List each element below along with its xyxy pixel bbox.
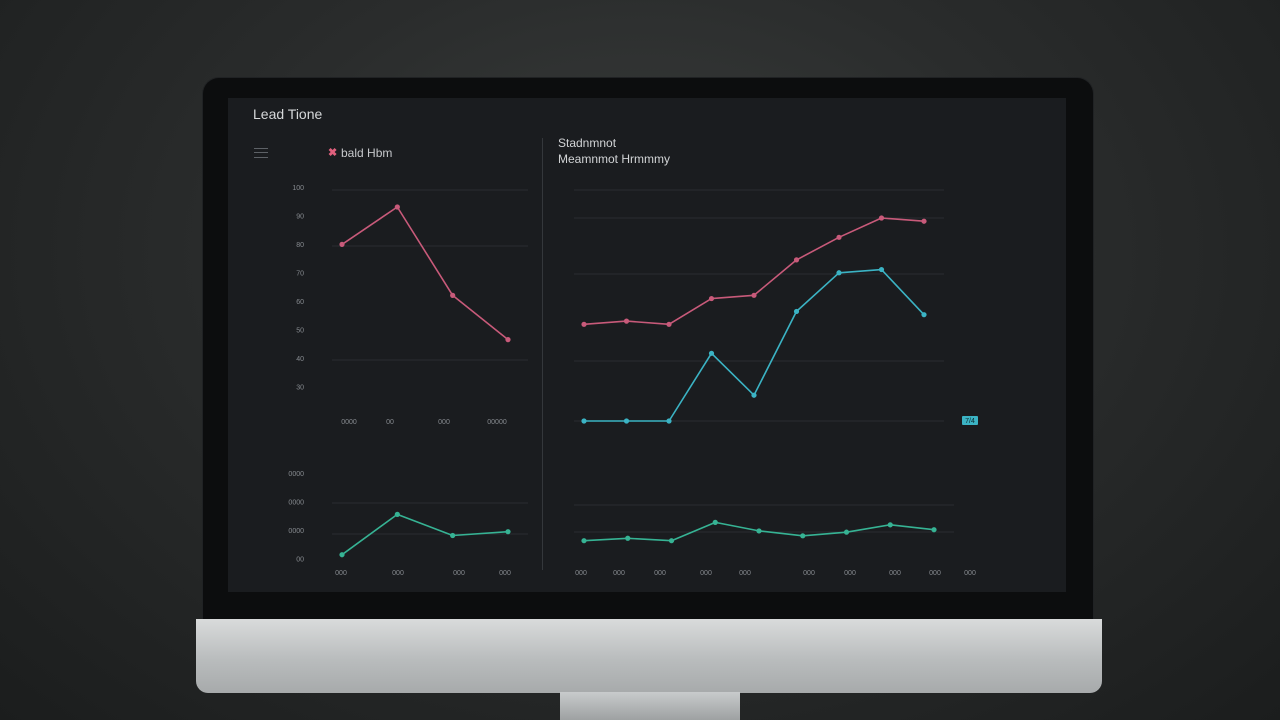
bottom-right-data-point (756, 528, 762, 534)
top-left-x-tick: 00 (386, 419, 394, 426)
top-right-data-point (623, 418, 630, 424)
top-right-series-line (584, 268, 925, 422)
top-right-data-point (708, 350, 715, 356)
top-right-data-point (751, 292, 757, 298)
bottom-right-x-tick: 000 (964, 570, 976, 577)
bottom-right-x-tick: 000 (844, 570, 856, 577)
top-right-data-point (878, 215, 885, 221)
top-left-y-tick: 40 (296, 356, 304, 363)
scale-badge-label: 7/4 (965, 418, 975, 425)
bottom-right-x-tick: 000 (739, 570, 751, 577)
right-panel-subtitle: Meamnmot Hrmmmy (558, 152, 671, 166)
bottom-right-x-tick: 000 (700, 570, 712, 577)
bottom-left-x-tick: 000 (392, 570, 404, 577)
top-right-data-point (921, 312, 927, 318)
bottom-left-x-tick: 000 (453, 570, 465, 577)
bottom-left-x-tick: 000 (499, 570, 511, 577)
right-panel-title: Stadnmnot (558, 136, 617, 150)
monitor-chin (196, 619, 1102, 693)
menu-icon[interactable] (254, 148, 268, 158)
top-left-x-tick: 000 (438, 419, 450, 426)
bottom-left-data-point (394, 511, 400, 517)
bottom-right-x-tick: 000 (889, 570, 901, 577)
top-left-data-point (505, 337, 511, 343)
top-right-data-point (878, 266, 885, 273)
bottom-right-data-point (625, 535, 631, 541)
top-right-data-point (581, 321, 587, 327)
top-right-data-point (581, 418, 587, 424)
bottom-right-x-tick: 000 (654, 570, 666, 577)
scale-badge (962, 416, 978, 425)
bottom-right-data-point (800, 533, 806, 539)
top-right-data-point (708, 295, 715, 302)
top-left-data-point (394, 204, 400, 210)
bottom-left-y-tick: 00 (296, 557, 304, 564)
bottom-left-series-line (341, 513, 509, 556)
bottom-right-x-tick: 000 (613, 570, 625, 577)
top-right-data-point (836, 270, 842, 276)
panel-divider (542, 138, 543, 570)
top-left-y-tick: 70 (296, 271, 304, 278)
top-left-series-line (341, 206, 509, 341)
bottom-right-x-tick: 000 (575, 570, 587, 577)
top-right-data-point (666, 418, 672, 424)
top-left-y-tick: 60 (296, 299, 304, 306)
top-left-data-point (339, 241, 345, 247)
bottom-right-x-tick: 000 (929, 570, 941, 577)
bottom-right-data-point (931, 527, 937, 533)
top-right-data-point (921, 218, 927, 224)
top-left-y-tick: 100 (292, 185, 304, 192)
bottom-left-y-tick: 0000 (288, 471, 304, 478)
legend-label: bald Hbm (341, 146, 393, 160)
top-right-data-point (793, 308, 800, 315)
dashboard-screen: Lead Tione ✖ bald Hbm Stadnmnot Meamnmot… (228, 98, 1066, 592)
bottom-right-x-tick: 000 (803, 570, 815, 577)
bottom-right-data-point (887, 522, 893, 528)
top-left-y-tick: 80 (296, 242, 304, 249)
monitor-stand (560, 692, 740, 720)
top-right-series-line (583, 217, 925, 326)
top-left-data-point (450, 292, 456, 298)
bottom-right-data-point (581, 538, 587, 544)
top-left-x-tick: 0000 (341, 419, 357, 426)
bottom-left-data-point (450, 532, 456, 539)
top-left-x-tick: 00000 (487, 419, 507, 426)
bottom-left-data-point (505, 529, 511, 535)
top-right-data-point (751, 392, 757, 398)
top-left-y-tick: 90 (296, 214, 304, 221)
app-title: Lead Tione (253, 106, 323, 122)
legend-marker-icon: ✖ (328, 147, 338, 159)
bottom-right-data-point (712, 519, 718, 525)
bottom-right-data-point (668, 538, 675, 544)
bottom-left-data-point (339, 552, 345, 558)
top-left-y-tick: 50 (296, 328, 304, 335)
bottom-left-y-tick: 0000 (288, 528, 304, 535)
bottom-left-x-tick: 000 (335, 570, 347, 577)
top-right-data-point (793, 257, 800, 263)
bottom-left-y-tick: 0000 (288, 500, 304, 507)
top-right-data-point (666, 321, 672, 327)
top-right-data-point (836, 234, 842, 240)
bottom-right-data-point (843, 529, 850, 535)
top-left-y-tick: 30 (296, 385, 304, 392)
top-right-data-point (623, 318, 630, 324)
